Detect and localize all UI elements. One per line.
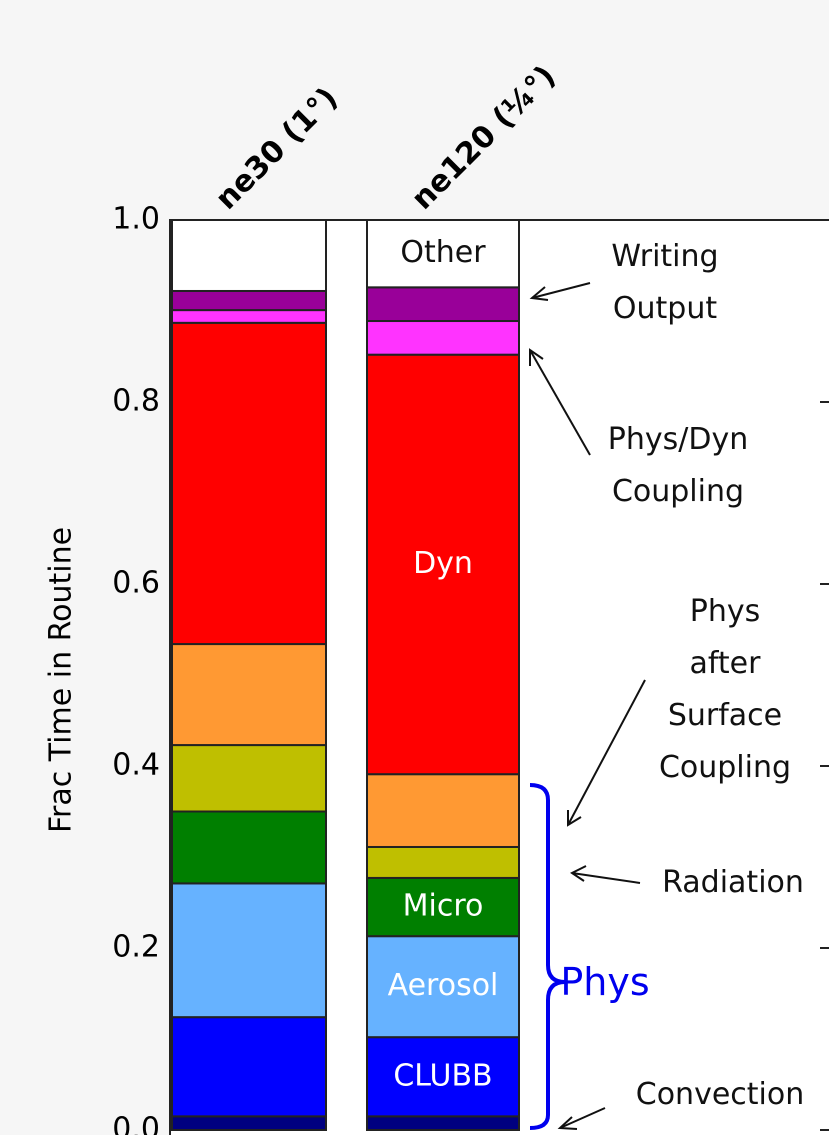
y-tick-label: 0.4 bbox=[112, 748, 160, 783]
arrows bbox=[529, 282, 646, 1130]
y-tick-label: 0.6 bbox=[112, 566, 160, 601]
bar-segment bbox=[171, 882, 327, 1019]
series-annotation: Phys/Dyn Coupling bbox=[607, 422, 749, 509]
bar-segment bbox=[366, 1115, 520, 1131]
bar-segment bbox=[366, 773, 520, 848]
segment-label: Aerosol bbox=[388, 968, 499, 1003]
bar-segment bbox=[171, 309, 327, 324]
bar-segment bbox=[366, 286, 520, 323]
series-annotation: Phys after Surface Coupling bbox=[658, 594, 792, 785]
series-annotation: Convection bbox=[635, 1077, 805, 1112]
x-tick-label: ne30 (1°) bbox=[209, 81, 345, 217]
y-tick-label: 0.2 bbox=[112, 930, 160, 965]
y-tick-label: 1.0 bbox=[112, 202, 160, 237]
segment-label: CLUBB bbox=[393, 1058, 492, 1093]
y-tick-label: 0.0 bbox=[112, 1112, 160, 1135]
phys-brace bbox=[529, 783, 566, 1130]
bar-segment bbox=[171, 1115, 327, 1131]
series-annotation: Radiation bbox=[662, 865, 804, 900]
series-annotation: Writing Output bbox=[611, 239, 719, 326]
bar-segment bbox=[171, 810, 327, 885]
bar-segment bbox=[171, 219, 327, 292]
bar-segment bbox=[171, 744, 327, 813]
bar-segment bbox=[171, 1016, 327, 1118]
segment-label: Dyn bbox=[413, 546, 473, 581]
y-tick-label: 0.8 bbox=[112, 384, 160, 419]
bar-segment bbox=[171, 289, 327, 312]
bar-segment bbox=[366, 845, 520, 879]
x-tick-label: ne120 (¼°) bbox=[405, 59, 563, 217]
y-axis-label: Frac Time in Routine bbox=[44, 527, 79, 833]
bar-segment bbox=[366, 353, 520, 776]
bar-segment bbox=[171, 321, 327, 646]
segment-label: Micro bbox=[403, 889, 484, 924]
phys-annotation: Phys bbox=[560, 960, 650, 1004]
bar-segment bbox=[171, 643, 327, 747]
bar-segment bbox=[366, 320, 520, 356]
segment-label: Other bbox=[400, 235, 486, 270]
bar-segment bbox=[366, 876, 520, 938]
bar-segment bbox=[366, 219, 520, 289]
